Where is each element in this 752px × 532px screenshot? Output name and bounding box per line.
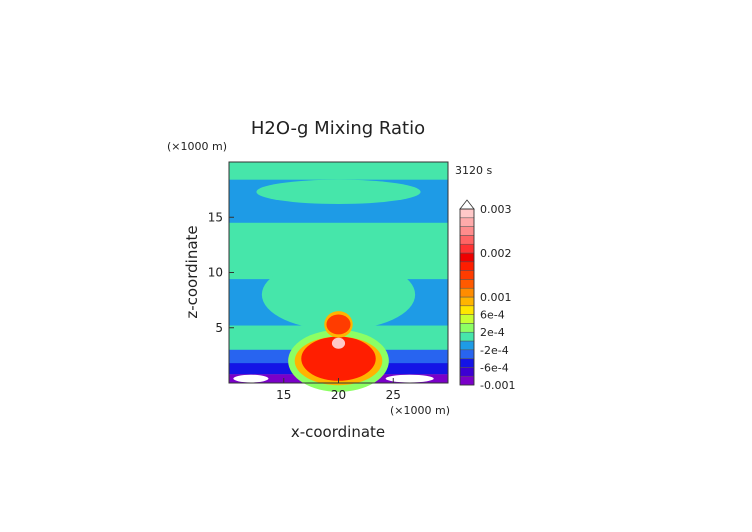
contour-region-16 bbox=[385, 374, 434, 383]
x-tick-label: 15 bbox=[276, 388, 291, 402]
colorbar-swatch bbox=[459, 331, 475, 342]
contour-region-2 bbox=[256, 179, 421, 204]
colorbar-swatch bbox=[459, 375, 475, 386]
colorbar-swatch bbox=[459, 367, 475, 377]
colorbar-swatch bbox=[459, 349, 475, 359]
x-unit-label: (×1000 m) bbox=[390, 404, 450, 417]
y-tick-label: 15 bbox=[208, 210, 223, 224]
y-axis: 5 10 15 bbox=[208, 210, 234, 335]
colorbar-tick-label: 2e-4 bbox=[480, 326, 505, 339]
colorbar-swatch bbox=[459, 279, 475, 289]
colorbar: -0.001 -6e-4 -2e-4 2e-4 6e-4 0.001 0.002 0.003 bbox=[459, 199, 515, 392]
y-unit-label: (×1000 m) bbox=[167, 140, 227, 153]
colorbar-swatch bbox=[459, 296, 475, 307]
colorbar-swatch bbox=[459, 305, 475, 315]
x-axis: 15 20 25 bbox=[276, 378, 401, 402]
colorbar-tick-label: 0.003 bbox=[480, 203, 512, 216]
colorbar-swatch bbox=[459, 358, 475, 368]
colorbar-tick-label: 0.002 bbox=[480, 247, 512, 260]
colorbar-tick-label: -2e-4 bbox=[480, 344, 509, 357]
contour-region-4 bbox=[261, 259, 416, 330]
colorbar-swatch bbox=[459, 243, 475, 254]
contour-field bbox=[229, 162, 448, 392]
colorbar-swatch bbox=[459, 314, 475, 324]
contour-region-1 bbox=[229, 162, 448, 180]
x-tick-label: 25 bbox=[386, 388, 401, 402]
colorbar-tick-label: 0.001 bbox=[480, 291, 512, 304]
chart-title: H2O-g Mixing Ratio bbox=[251, 118, 425, 139]
colorbar-swatch bbox=[459, 252, 475, 263]
colorbar-swatch bbox=[459, 226, 475, 236]
contour-region-15 bbox=[233, 374, 269, 383]
contour-region-13 bbox=[326, 314, 351, 335]
colorbar-swatch bbox=[459, 270, 475, 280]
y-tick-label: 10 bbox=[208, 266, 223, 280]
contour-region-14 bbox=[331, 337, 346, 349]
colorbar-swatch bbox=[459, 323, 475, 333]
colorbar-tick-label: 6e-4 bbox=[480, 309, 505, 322]
time-label: 3120 s bbox=[455, 164, 492, 177]
x-axis-label: x-coordinate bbox=[291, 423, 385, 441]
colorbar-swatch bbox=[459, 208, 475, 219]
colorbar-tick-label: -6e-4 bbox=[480, 361, 509, 374]
colorbar-swatch bbox=[459, 261, 475, 271]
colorbar-swatch bbox=[459, 217, 475, 227]
y-tick-label: 5 bbox=[215, 321, 223, 335]
contour-region-11 bbox=[301, 336, 376, 381]
colorbar-frame bbox=[459, 208, 475, 386]
colorbar-swatch bbox=[459, 340, 475, 351]
colorbar-swatch bbox=[459, 287, 475, 298]
x-tick-label: 20 bbox=[331, 388, 346, 402]
colorbar-swatch bbox=[459, 235, 475, 245]
colorbar-extend-arrow bbox=[459, 199, 475, 210]
y-axis-label: z-coordinate bbox=[183, 225, 201, 318]
colorbar-tick-label: -0.001 bbox=[480, 379, 515, 392]
